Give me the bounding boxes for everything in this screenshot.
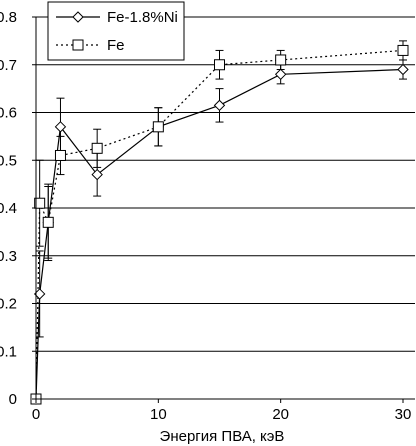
data-point-diamond — [213, 99, 226, 112]
data-point-square — [54, 149, 66, 161]
x-tick-label: 20 — [272, 406, 289, 423]
data-point-square — [275, 54, 287, 66]
y-tick-label: 0.5 — [0, 152, 17, 169]
data-point-square — [42, 216, 54, 228]
y-tick-label: 0.6 — [0, 105, 17, 122]
y-tick-label: 0.4 — [0, 200, 17, 217]
x-tick-label: 30 — [395, 406, 412, 423]
y-tick-labels: 0 0.1 0.2 0.3 0.4 0.5 0.6 0.7 0.8 — [0, 9, 17, 408]
x-tick-label: 10 — [150, 406, 167, 423]
data-point-diamond — [54, 121, 67, 133]
data-point-square — [152, 121, 164, 133]
data-point-diamond — [91, 168, 103, 181]
axes — [32, 16, 415, 403]
legend-marker-diamond — [72, 11, 84, 23]
y-tick-label: 0.8 — [0, 9, 17, 26]
y-tick-label: 0.2 — [0, 296, 17, 313]
data-point-square — [214, 59, 225, 71]
data-point-square — [91, 142, 103, 154]
y-tick-label: 0 — [9, 391, 17, 408]
x-axis-title: Энергия ПВА, кэВ — [160, 428, 285, 445]
data-point-diamond — [274, 68, 287, 81]
y-tick-label: 0.3 — [0, 248, 17, 265]
data-point-diamond — [397, 63, 409, 76]
x-tick-labels: 0 10 20 30 — [32, 406, 412, 423]
legend-box — [47, 1, 185, 61]
data-point-square — [34, 197, 46, 209]
legend: Fe-1.8%Ni Fe — [47, 1, 185, 61]
y-tick-label: 0.7 — [0, 57, 17, 74]
data-point-square — [397, 44, 409, 56]
legend-marker-square — [72, 39, 84, 51]
y-tick-label: 0.1 — [0, 343, 17, 360]
x-tick-label: 0 — [32, 406, 40, 423]
legend-label: Fe — [107, 37, 125, 54]
legend-label: Fe-1.8%Ni — [107, 9, 178, 26]
